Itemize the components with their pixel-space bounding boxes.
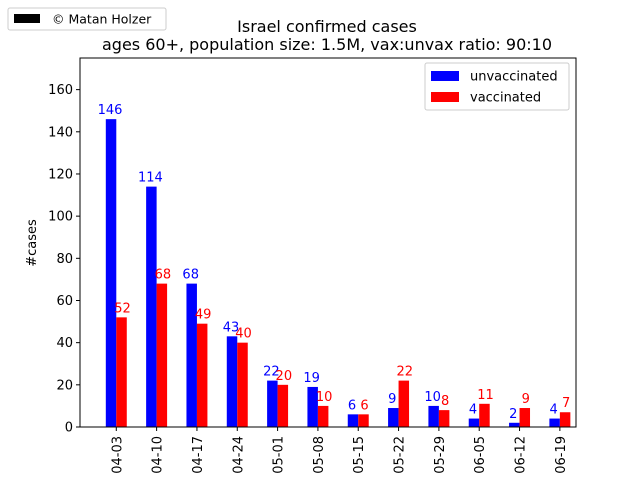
data-label-unvaccinated-06-19: 4 [549,403,557,418]
credit-legend: © Matan Holzer [7,7,167,31]
bar-unvaccinated-05-08 [307,386,318,427]
data-label-vaccinated-05-29: 8 [441,394,449,409]
data-label-unvaccinated-06-05: 4 [469,403,477,418]
x-tick-label-06-05: 06-05 [473,436,488,474]
x-tick-label-05-15: 05-15 [352,436,367,474]
data-label-vaccinated-05-15: 6 [360,398,368,413]
bar-unvaccinated-06-19 [549,418,560,427]
y-tick-label-60: 60 [56,294,73,309]
bar-unvaccinated-05-22 [388,408,399,427]
data-label-vaccinated-05-22: 22 [397,365,414,380]
bar-unvaccinated-04-10 [146,186,157,427]
plot-frame [79,57,577,428]
x-tick-label-05-08: 05-08 [312,436,327,474]
bar-vaccinated-05-29 [438,410,450,427]
bar-vaccinated-05-22 [398,380,410,427]
bar-vaccinated-05-01 [277,384,289,427]
x-tick-label-04-03: 04-03 [110,436,125,474]
bar-unvaccinated-04-03 [105,119,117,428]
x-tick-label-05-29: 05-29 [433,436,448,474]
bar-vaccinated-04-03 [116,317,127,427]
data-label-unvaccinated-05-08: 19 [303,371,320,386]
data-label-unvaccinated-04-24: 43 [223,320,240,335]
bar-unvaccinated-04-24 [226,336,238,427]
bar-vaccinated-04-24 [237,342,248,427]
bar-unvaccinated-06-05 [468,418,480,427]
x-tick-label-04-10: 04-10 [151,436,166,474]
data-label-unvaccinated-05-15: 6 [348,398,356,413]
y-tick-label-140: 140 [48,125,73,140]
series-legend: unvaccinated vaccinated [424,62,570,111]
bar-vaccinated-05-08 [317,405,329,427]
data-label-vaccinated-05-01: 20 [276,369,293,384]
chart-title: Israel confirmed cases [237,17,417,36]
plot-area: 1465204-031146804-10684904-17434004-2422… [48,57,577,474]
bar-vaccinated-06-12 [519,408,531,427]
bar-vaccinated-06-19 [559,412,571,427]
y-tick-label-120: 120 [48,167,73,182]
y-tick-label-0: 0 [65,421,73,436]
bar-vaccinated-06-05 [479,403,490,427]
data-label-unvaccinated-04-10: 114 [138,171,163,186]
data-label-vaccinated-06-05: 11 [477,388,494,403]
credit-legend-label: © Matan Holzer [52,12,152,27]
x-tick-label-04-17: 04-17 [191,436,206,474]
x-tick-label-05-22: 05-22 [393,436,408,474]
bar-vaccinated-04-17 [196,323,208,427]
bar-unvaccinated-05-01 [267,380,278,427]
data-label-unvaccinated-05-29: 10 [424,390,441,405]
data-label-vaccinated-04-24: 40 [235,327,252,342]
data-label-vaccinated-06-12: 9 [522,392,530,407]
y-tick-label-160: 160 [48,83,73,98]
bar-unvaccinated-05-15 [347,414,359,427]
x-tick-label-06-12: 06-12 [514,436,529,474]
data-label-vaccinated-06-19: 7 [562,396,570,411]
x-tick-label-06-19: 06-19 [554,436,569,474]
series-legend-box [424,62,570,111]
y-axis-label: #cases [25,219,40,267]
y-tick-label-20: 20 [56,378,73,393]
chart-subtitle: ages 60+, population size: 1.5M, vax:unv… [102,35,552,54]
y-tick-label-40: 40 [56,336,73,351]
bar-unvaccinated-06-12 [509,422,520,427]
bar-unvaccinated-05-29 [428,405,439,427]
legend-label-unvaccinated: unvaccinated [470,70,558,85]
bar-vaccinated-04-10 [156,283,168,427]
legend-swatch-unvaccinated [431,71,459,81]
data-label-unvaccinated-04-03: 146 [98,103,123,118]
y-tick-label-100: 100 [48,210,73,225]
data-label-vaccinated-04-17: 49 [195,308,212,323]
data-label-unvaccinated-04-17: 68 [182,268,199,283]
bar-vaccinated-05-15 [358,414,369,427]
data-label-unvaccinated-06-12: 2 [509,407,517,422]
data-label-unvaccinated-05-01: 22 [263,365,280,380]
credit-legend-box [7,7,167,31]
legend-swatch-vaccinated [431,92,459,102]
data-label-vaccinated-04-10: 68 [155,268,172,283]
x-tick-label-05-01: 05-01 [272,436,287,474]
bar-unvaccinated-04-17 [186,283,197,427]
legend-label-vaccinated: vaccinated [470,91,541,106]
data-label-vaccinated-05-08: 10 [316,390,333,405]
y-tick-label-80: 80 [56,252,73,267]
x-tick-label-04-24: 04-24 [231,436,246,474]
data-label-vaccinated-04-03: 52 [114,301,131,316]
data-label-unvaccinated-05-22: 9 [388,392,396,407]
credit-legend-swatch [14,14,40,23]
